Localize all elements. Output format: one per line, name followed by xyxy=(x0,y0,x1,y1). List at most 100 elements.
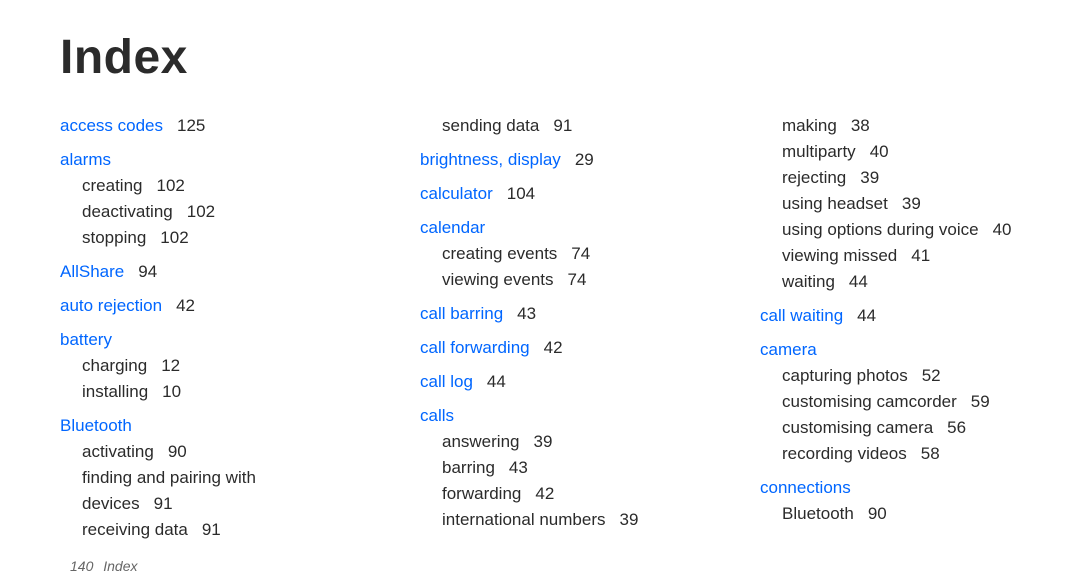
index-page-ref: 44 xyxy=(857,306,876,325)
index-page-ref: 38 xyxy=(851,116,870,135)
index-subentry: receiving data 91 xyxy=(60,517,350,543)
index-term[interactable]: brightness, display xyxy=(420,150,561,169)
index-term[interactable]: calendar xyxy=(420,218,485,237)
index-sub-label: receiving data xyxy=(82,520,188,539)
index-sub-label: devices xyxy=(82,494,140,513)
index-sub-label: creating xyxy=(82,176,142,195)
index-page-ref: 41 xyxy=(911,246,930,265)
index-page-ref: 91 xyxy=(154,494,173,513)
index-entry: call barring 43 xyxy=(420,301,690,327)
index-col-1: access codes125alarmscreating102deactiva… xyxy=(60,113,350,543)
index-columns: access codes125alarmscreating102deactiva… xyxy=(60,113,1020,543)
index-sub-label: forwarding xyxy=(442,484,521,503)
index-subentry: Bluetooth90 xyxy=(760,501,1070,527)
index-term[interactable]: calculator xyxy=(420,184,493,203)
index-term[interactable]: connections xyxy=(760,478,851,497)
index-page-ref: 29 xyxy=(575,150,594,169)
index-subentry: waiting44 xyxy=(760,269,1070,295)
index-subentry: creating 102 xyxy=(60,173,350,199)
index-term[interactable]: AllShare xyxy=(60,262,124,281)
index-term[interactable]: call log xyxy=(420,372,473,391)
index-term[interactable]: battery xyxy=(60,330,112,349)
index-subentry: multiparty 40 xyxy=(760,139,1070,165)
index-subentry: forwarding42 xyxy=(420,481,690,507)
index-page-ref: 102 xyxy=(187,202,215,221)
index-page-ref: 39 xyxy=(534,432,553,451)
index-sub-label: answering xyxy=(442,432,520,451)
index-page-ref: 91 xyxy=(553,116,572,135)
index-entry: call log44 xyxy=(420,369,690,395)
index-entry: calendar xyxy=(420,215,690,241)
index-subentry: capturing photos 52 xyxy=(760,363,1070,389)
index-sub-label: finding and pairing with xyxy=(82,465,336,491)
index-term[interactable]: calls xyxy=(420,406,454,425)
index-page-ref: 52 xyxy=(922,366,941,385)
index-term[interactable]: call forwarding xyxy=(420,338,530,357)
index-page-ref: 40 xyxy=(870,142,889,161)
page-footer: 140 Index xyxy=(70,558,138,574)
index-term[interactable]: call waiting xyxy=(760,306,843,325)
index-subentry: international numbers39 xyxy=(420,507,690,533)
index-page-ref: 58 xyxy=(921,444,940,463)
index-subentry: customising camcorder 59 xyxy=(760,389,1070,415)
index-col-3: making38multiparty40rejecting39using hea… xyxy=(760,113,1070,543)
index-subentry: deactivating 102 xyxy=(60,199,350,225)
index-entry: access codes 125 xyxy=(60,113,350,139)
index-sub-label: multiparty xyxy=(782,142,856,161)
index-entry: call forwarding42 xyxy=(420,335,690,361)
index-sub-label: deactivating xyxy=(82,202,173,221)
index-subentry: using options during voice 40 xyxy=(760,217,1070,243)
index-subentry: charging12 xyxy=(60,353,350,379)
index-term[interactable]: alarms xyxy=(60,150,111,169)
index-page-ref: 125 xyxy=(177,116,205,135)
index-sub-label: charging xyxy=(82,356,147,375)
index-entry: brightness, display 29 xyxy=(420,147,690,173)
index-subentry: recording videos 58 xyxy=(760,441,1070,467)
index-page-ref: 91 xyxy=(202,520,221,539)
index-sub-label: rejecting xyxy=(782,168,846,187)
index-entry: alarms xyxy=(60,147,350,173)
index-subentry: customising camera56 xyxy=(760,415,1070,441)
index-sub-label: recording videos xyxy=(782,444,907,463)
index-subentry: installing10 xyxy=(60,379,350,405)
index-sub-label: customising camcorder xyxy=(782,392,957,411)
index-term[interactable]: Bluetooth xyxy=(60,416,132,435)
index-page-ref: 102 xyxy=(156,176,184,195)
index-subentry: barring43 xyxy=(420,455,690,481)
index-sub-label: using headset xyxy=(782,194,888,213)
index-page-ref: 43 xyxy=(517,304,536,323)
index-subentry: sending data 91 xyxy=(420,113,690,139)
index-sub-label: capturing photos xyxy=(782,366,908,385)
index-subentry: making38 xyxy=(760,113,1070,139)
index-term[interactable]: call barring xyxy=(420,304,503,323)
index-page-ref: 39 xyxy=(902,194,921,213)
page-title: Index xyxy=(60,30,1020,85)
index-page-ref: 43 xyxy=(509,458,528,477)
index-sub-label: sending data xyxy=(442,116,539,135)
index-page-ref: 94 xyxy=(138,262,157,281)
index-sub-label: stopping xyxy=(82,228,146,247)
index-page-ref: 74 xyxy=(568,270,587,289)
index-page-ref: 40 xyxy=(993,220,1012,239)
index-sub-label: using options during voice xyxy=(782,220,979,239)
index-subentry: using headset 39 xyxy=(760,191,1070,217)
index-entry: AllShare 94 xyxy=(60,259,350,285)
index-page-ref: 90 xyxy=(868,504,887,523)
index-col-2: sending data 91 brightness, display 29 calcu… xyxy=(420,113,690,543)
index-page-ref: 39 xyxy=(860,168,879,187)
index-subentry: finding and pairing with devices 91 xyxy=(60,465,350,517)
index-sub-label: viewing events xyxy=(442,270,554,289)
index-term[interactable]: auto rejection xyxy=(60,296,162,315)
index-subentry: viewing events 74 xyxy=(420,267,690,293)
index-page-ref: 59 xyxy=(971,392,990,411)
index-page-ref: 44 xyxy=(849,272,868,291)
index-page: Index access codes125alarmscreating102de… xyxy=(0,0,1080,586)
index-term[interactable]: camera xyxy=(760,340,817,359)
index-subentry: stopping102 xyxy=(60,225,350,251)
index-page-ref: 104 xyxy=(507,184,535,203)
index-sub-label: activating xyxy=(82,442,154,461)
index-page-ref: 56 xyxy=(947,418,966,437)
index-sub-label: installing xyxy=(82,382,148,401)
index-term[interactable]: access codes xyxy=(60,116,163,135)
footer-page-number: 140 xyxy=(70,558,93,574)
